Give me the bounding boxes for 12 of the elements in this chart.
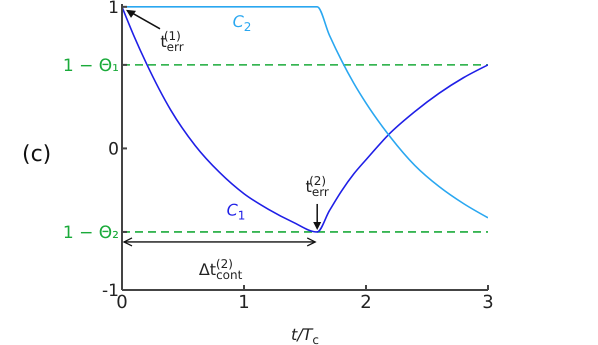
y-tick-label: -1	[102, 281, 119, 301]
x-tick-label: 2	[360, 292, 372, 313]
x-tick-label: 1	[238, 292, 250, 313]
x-tick-label: 3	[482, 292, 494, 313]
y-tick-label: 1 − Θ₂	[62, 222, 119, 243]
series-label: C$_{1}$	[226, 200, 246, 222]
series-label: C$_{2}$	[232, 12, 252, 34]
x-axis-title: t/T$_{c}$	[290, 325, 320, 345]
y-tick-label: 0	[108, 139, 119, 160]
text: (c)	[22, 142, 52, 167]
y-tick-label: 1	[108, 0, 119, 18]
y-tick-label: 1 − Θ₁	[62, 56, 119, 76]
